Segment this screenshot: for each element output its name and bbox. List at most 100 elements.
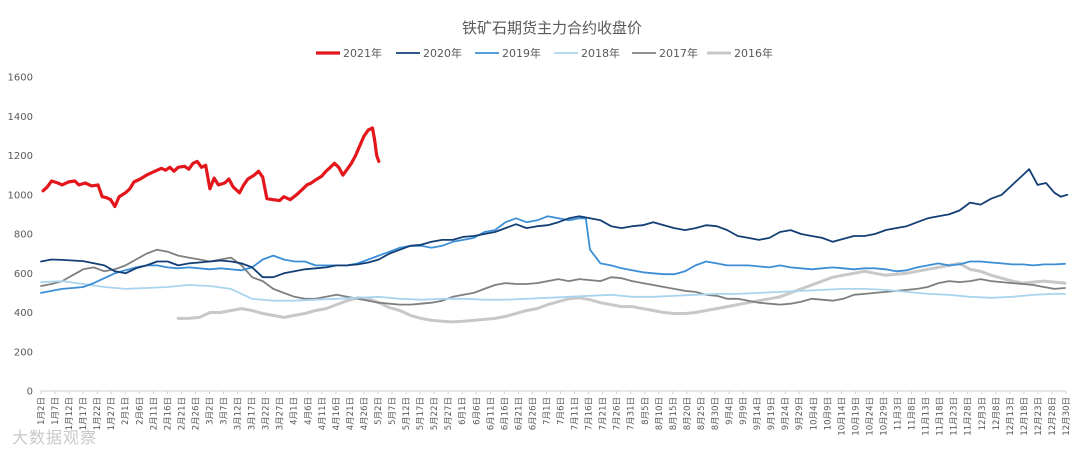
- x-tick-label: 7月6日: [557, 397, 567, 425]
- x-tick-label: 8月25日: [697, 397, 707, 430]
- x-tick-label: 6月16日: [500, 397, 510, 430]
- x-tick-label: 9月24日: [781, 397, 791, 430]
- x-tick-label: 11月3日: [894, 397, 904, 430]
- x-tick-label: 1月27日: [107, 397, 117, 430]
- x-tick-label: 7月1日: [542, 397, 552, 425]
- x-tick-label: 10月9日: [823, 397, 833, 430]
- series-line-2016年: [176, 261, 1067, 324]
- x-tick-label: 7月31日: [627, 397, 637, 430]
- x-tick-label: 2月21日: [177, 397, 187, 430]
- x-tick-label: 12月13日: [1006, 397, 1016, 436]
- x-tick-label: 3月2日: [205, 397, 215, 425]
- x-tick-label: 11月13日: [922, 397, 932, 436]
- series-line-2020年: [40, 168, 1069, 279]
- y-tick-label: 1000: [8, 190, 33, 201]
- x-tick-label: 2月6日: [135, 397, 145, 425]
- series-line-2018年: [40, 280, 1066, 302]
- x-tick-label: 3月12日: [234, 397, 244, 430]
- legend-label: 2017年: [659, 46, 698, 60]
- x-tick-label: 5月17日: [416, 397, 426, 430]
- x-tick-label: 4月6日: [304, 397, 314, 425]
- x-tick-label: 4月11日: [318, 397, 328, 430]
- x-tick-label: 12月30日: [1062, 397, 1072, 436]
- x-tick-label: 10月24日: [865, 397, 875, 436]
- x-tick-label: 9月29日: [795, 397, 805, 430]
- x-tick-label: 10月29日: [879, 397, 889, 436]
- x-tick-label: 8月5日: [641, 397, 651, 425]
- x-tick-label: 1月12日: [65, 397, 75, 430]
- x-tick-label: 3月27日: [276, 397, 286, 430]
- y-axis: 0 200 400 600 800 1000 1200 1400 1600: [8, 73, 1066, 398]
- y-tick-label: 400: [14, 308, 33, 319]
- x-tick-label: 10月4日: [809, 397, 819, 430]
- x-tick-label: 5月27日: [444, 397, 454, 430]
- x-tick-label: 12月18日: [1020, 397, 1030, 436]
- x-tick-label: 9月4日: [725, 397, 735, 425]
- y-tick-label: 1400: [8, 112, 33, 123]
- y-tick-label: 1600: [8, 73, 33, 84]
- y-tick-label: 1200: [8, 151, 33, 162]
- x-tick-label: 7月26日: [613, 397, 623, 430]
- x-tick-label: 8月20日: [683, 397, 693, 430]
- x-tick-label: 7月16日: [585, 397, 595, 430]
- x-tick-label: 7月11日: [571, 397, 581, 430]
- x-tick-label: 2月11日: [149, 397, 159, 430]
- x-tick-label: 2月26日: [191, 397, 201, 430]
- legend-label: 2021年: [343, 46, 382, 60]
- legend-label: 2018年: [581, 46, 620, 60]
- y-tick-label: 800: [14, 230, 33, 241]
- x-tick-label: 9月19日: [767, 397, 777, 430]
- x-tick-label: 9月14日: [753, 397, 763, 430]
- x-tick-label: 11月23日: [950, 397, 960, 436]
- x-tick-label: 6月21日: [514, 397, 524, 430]
- x-tick-label: 3月7日: [220, 397, 230, 425]
- x-tick-label: 12月28日: [1048, 397, 1058, 436]
- x-tick-label: 1月2日: [37, 397, 47, 425]
- x-tick-label: 1月7日: [51, 397, 61, 425]
- x-tick-label: 10月14日: [837, 397, 847, 436]
- x-tick-label: 2月16日: [163, 397, 173, 430]
- x-tick-label: 7月21日: [599, 397, 609, 430]
- legend-label: 2016年: [734, 46, 773, 60]
- x-tick-label: 1月17日: [79, 397, 89, 430]
- x-tick-label: 1月22日: [93, 397, 103, 430]
- x-tick-label: 5月7日: [388, 397, 398, 425]
- x-tick-label: 3月22日: [262, 397, 272, 430]
- x-tick-label: 11月18日: [936, 397, 946, 436]
- x-tick-label: 10月19日: [851, 397, 861, 436]
- x-tick-label: 5月22日: [430, 397, 440, 430]
- chart-title: 铁矿石期货主力合约收盘价: [462, 19, 642, 37]
- x-tick-label: 9月9日: [739, 397, 749, 425]
- series-layer: [40, 126, 1069, 324]
- x-tick-label: 11月28日: [964, 397, 974, 436]
- x-tick-label: 4月26日: [360, 397, 370, 430]
- x-tick-label: 6月1日: [458, 397, 468, 425]
- legend: 2021年 2020年 2019年 2018年 2017年 2016年: [316, 46, 773, 60]
- x-tick-label: 6月11日: [486, 397, 496, 430]
- x-tick-label: 8月30日: [711, 397, 721, 430]
- x-tick-label: 12月8日: [992, 397, 1002, 430]
- x-tick-label: 6月6日: [472, 397, 482, 425]
- x-tick-label: 12月3日: [978, 397, 988, 430]
- legend-label: 2019年: [502, 46, 541, 60]
- x-tick-label: 8月15日: [669, 397, 679, 430]
- x-tick-label: 12月23日: [1034, 397, 1044, 436]
- x-tick-label: 3月17日: [248, 397, 258, 430]
- x-tick-label: 8月10日: [655, 397, 665, 430]
- x-tick-label: 4月21日: [346, 397, 356, 430]
- y-tick-label: 600: [14, 269, 33, 280]
- watermark: 大数据观察: [12, 428, 98, 447]
- x-tick-label: 2月1日: [121, 397, 131, 425]
- y-tick-label: 0: [27, 387, 33, 398]
- x-tick-label: 4月1日: [290, 397, 300, 425]
- series-line-2021年: [41, 126, 381, 209]
- series-line-2019年: [40, 215, 1066, 294]
- x-tick-label: 4月16日: [332, 397, 342, 430]
- x-tick-label: 5月12日: [402, 397, 412, 430]
- x-tick-label: 6月26日: [528, 397, 538, 430]
- x-tick-label: 5月2日: [374, 397, 384, 425]
- y-tick-label: 200: [14, 347, 33, 358]
- x-axis: 1月2日 1月7日 1月12日 1月17日 1月22日 1月27日 2月1日 2月6日 2月11…: [37, 391, 1072, 436]
- x-tick-label: 11月8日: [908, 397, 918, 430]
